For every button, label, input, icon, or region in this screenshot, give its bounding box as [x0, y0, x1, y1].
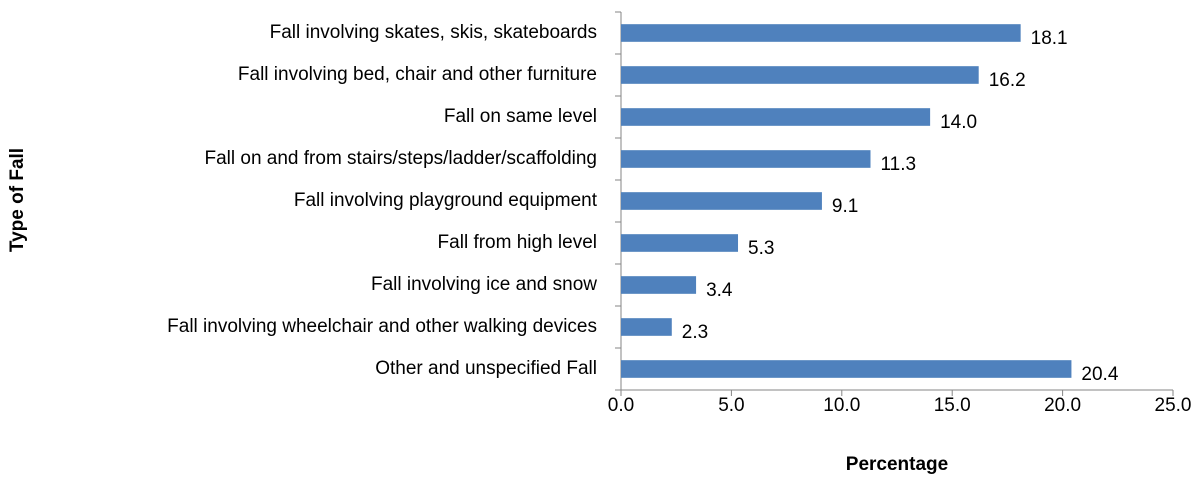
x-tick-label: 5.0	[718, 395, 744, 416]
data-label: 20.4	[1081, 364, 1118, 385]
data-label: 2.3	[682, 322, 708, 343]
x-tick-label: 20.0	[1044, 395, 1081, 416]
data-label: 5.3	[748, 238, 774, 259]
bar	[621, 24, 1021, 42]
y-tick-label: Fall involving playground equipment	[294, 190, 598, 211]
data-label: 3.4	[706, 280, 733, 301]
x-tick-label: 15.0	[934, 395, 971, 416]
bar	[621, 192, 822, 210]
bar	[621, 234, 739, 252]
y-tick-label: Fall from high level	[438, 232, 597, 253]
bar	[621, 66, 979, 84]
y-tick-label: Fall on and from stairs/steps/ladder/sca…	[204, 148, 597, 169]
data-label: 9.1	[832, 196, 858, 217]
x-axis-title: Percentage	[846, 454, 948, 475]
data-label: 18.1	[1031, 28, 1068, 49]
x-tick-label: 25.0	[1155, 395, 1192, 416]
y-tick-label: Other and unspecified Fall	[375, 358, 597, 379]
bar	[621, 318, 672, 336]
bar	[621, 276, 697, 294]
y-tick-label: Fall involving ice and snow	[371, 274, 597, 295]
y-tick-label: Fall involving skates, skis, skateboards	[270, 22, 597, 43]
bar	[621, 108, 931, 126]
y-tick-label: Fall involving bed, chair and other furn…	[238, 64, 597, 85]
y-tick-label: Fall involving wheelchair and other walk…	[167, 316, 597, 337]
bar	[621, 360, 1072, 378]
data-label: 14.0	[940, 112, 977, 133]
data-label: 11.3	[881, 154, 917, 175]
x-tick-label: 10.0	[823, 395, 860, 416]
y-tick-label: Fall on same level	[444, 106, 597, 127]
x-tick-label: 0.0	[608, 395, 634, 416]
y-axis-title: Type of Fall	[7, 148, 28, 252]
bar	[621, 150, 871, 168]
data-label: 16.2	[989, 70, 1026, 91]
